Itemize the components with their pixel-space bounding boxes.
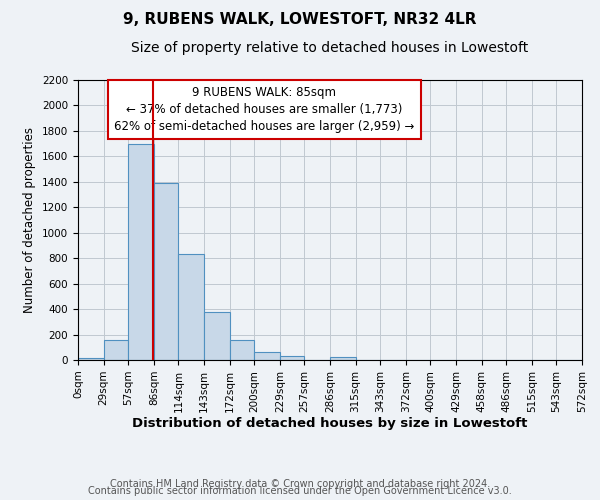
Text: 9, RUBENS WALK, LOWESTOFT, NR32 4LR: 9, RUBENS WALK, LOWESTOFT, NR32 4LR	[123, 12, 477, 28]
Title: Size of property relative to detached houses in Lowestoft: Size of property relative to detached ho…	[131, 41, 529, 55]
Bar	[330, 357, 356, 360]
Bar	[128, 144, 154, 360]
Y-axis label: Number of detached properties: Number of detached properties	[23, 127, 37, 313]
Bar	[254, 352, 280, 360]
Bar	[104, 340, 128, 360]
Text: 9 RUBENS WALK: 85sqm
← 37% of detached houses are smaller (1,773)
62% of semi-de: 9 RUBENS WALK: 85sqm ← 37% of detached h…	[114, 86, 415, 132]
Bar	[178, 254, 204, 360]
Text: Contains public sector information licensed under the Open Government Licence v3: Contains public sector information licen…	[88, 486, 512, 496]
Bar	[230, 340, 254, 360]
Text: Contains HM Land Registry data © Crown copyright and database right 2024.: Contains HM Land Registry data © Crown c…	[110, 479, 490, 489]
Bar	[280, 356, 304, 360]
X-axis label: Distribution of detached houses by size in Lowestoft: Distribution of detached houses by size …	[133, 418, 527, 430]
Bar	[204, 312, 230, 360]
Bar	[78, 358, 104, 360]
Bar	[154, 183, 178, 360]
